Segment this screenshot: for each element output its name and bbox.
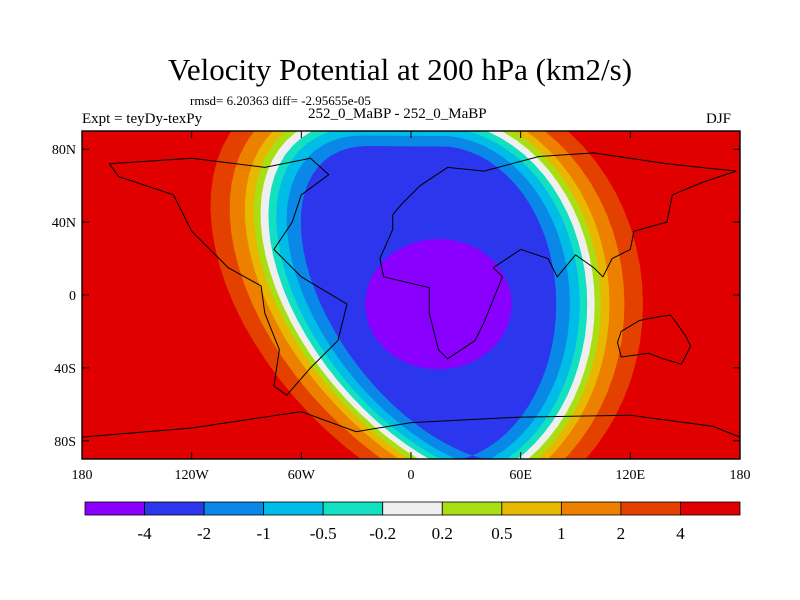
colorbar-swatch bbox=[263, 501, 324, 516]
x-tick-label: 180 bbox=[72, 468, 93, 483]
colorbar-label: -4 bbox=[137, 524, 152, 543]
colorbar-swatch bbox=[680, 501, 741, 516]
outline-antarctica bbox=[82, 411, 740, 438]
colorbar-swatch bbox=[620, 501, 681, 516]
colorbar-label: 4 bbox=[676, 524, 685, 543]
colorbar-label: -0.2 bbox=[369, 524, 396, 543]
colorbar-label: 0.2 bbox=[432, 524, 453, 543]
colorbar: -4 -2 -1 -0.5 -0.2 0.2 0.5 1 2 4 bbox=[84, 501, 741, 543]
y-tick-label: 40S bbox=[54, 362, 76, 377]
x-tick-label: 0 bbox=[408, 468, 415, 483]
outline-eurasia-africa bbox=[379, 152, 737, 360]
chart-title: Velocity Potential at 200 hPa (km2/s) bbox=[167, 52, 633, 87]
outline-australia bbox=[616, 314, 692, 365]
continent-outlines bbox=[82, 152, 740, 438]
colorbar-label: 1 bbox=[557, 524, 566, 543]
colorbar-swatch bbox=[322, 501, 384, 516]
colorbar-label: 2 bbox=[617, 524, 626, 543]
x-tick-label: 120E bbox=[616, 468, 646, 483]
colorbar-swatch bbox=[441, 501, 503, 516]
contour-map bbox=[82, 131, 740, 459]
rmsd-diff-label: rmsd= 6.20363 diff= -2.95655e-05 bbox=[190, 93, 371, 108]
colorbar-label: -0.5 bbox=[310, 524, 337, 543]
colorbar-label: 0.5 bbox=[491, 524, 512, 543]
colorbar-swatch bbox=[382, 501, 443, 516]
experiment-label: Expt = teyDy-texPy bbox=[82, 111, 203, 127]
colorbar-swatch bbox=[560, 501, 622, 516]
y-tick-label: 80N bbox=[52, 143, 76, 158]
x-tick-label: 180 bbox=[730, 468, 751, 483]
y-tick-label: 80S bbox=[54, 435, 76, 450]
colorbar-swatch bbox=[84, 501, 145, 516]
y-tick-label: 40N bbox=[52, 216, 76, 231]
band-lt-neg4 bbox=[365, 239, 512, 370]
colorbar-label: -2 bbox=[197, 524, 211, 543]
case-label: 252_0_MaBP - 252_0_MaBP bbox=[308, 106, 487, 122]
x-tick-label: 60W bbox=[288, 468, 316, 483]
colorbar-label: -1 bbox=[257, 524, 271, 543]
colorbar-swatch bbox=[144, 501, 205, 516]
y-tick-label: 0 bbox=[69, 289, 76, 304]
map-axes: 180 120W 60W 0 60E 120E 180 80N 40N 0 40S 80S bbox=[52, 131, 751, 483]
x-tick-label: 60E bbox=[509, 468, 532, 483]
x-tick-label: 120W bbox=[175, 468, 210, 483]
season-label: DJF bbox=[706, 111, 732, 127]
outline-americas bbox=[108, 157, 348, 396]
colorbar-swatch bbox=[501, 501, 562, 516]
colorbar-swatch bbox=[203, 501, 265, 516]
